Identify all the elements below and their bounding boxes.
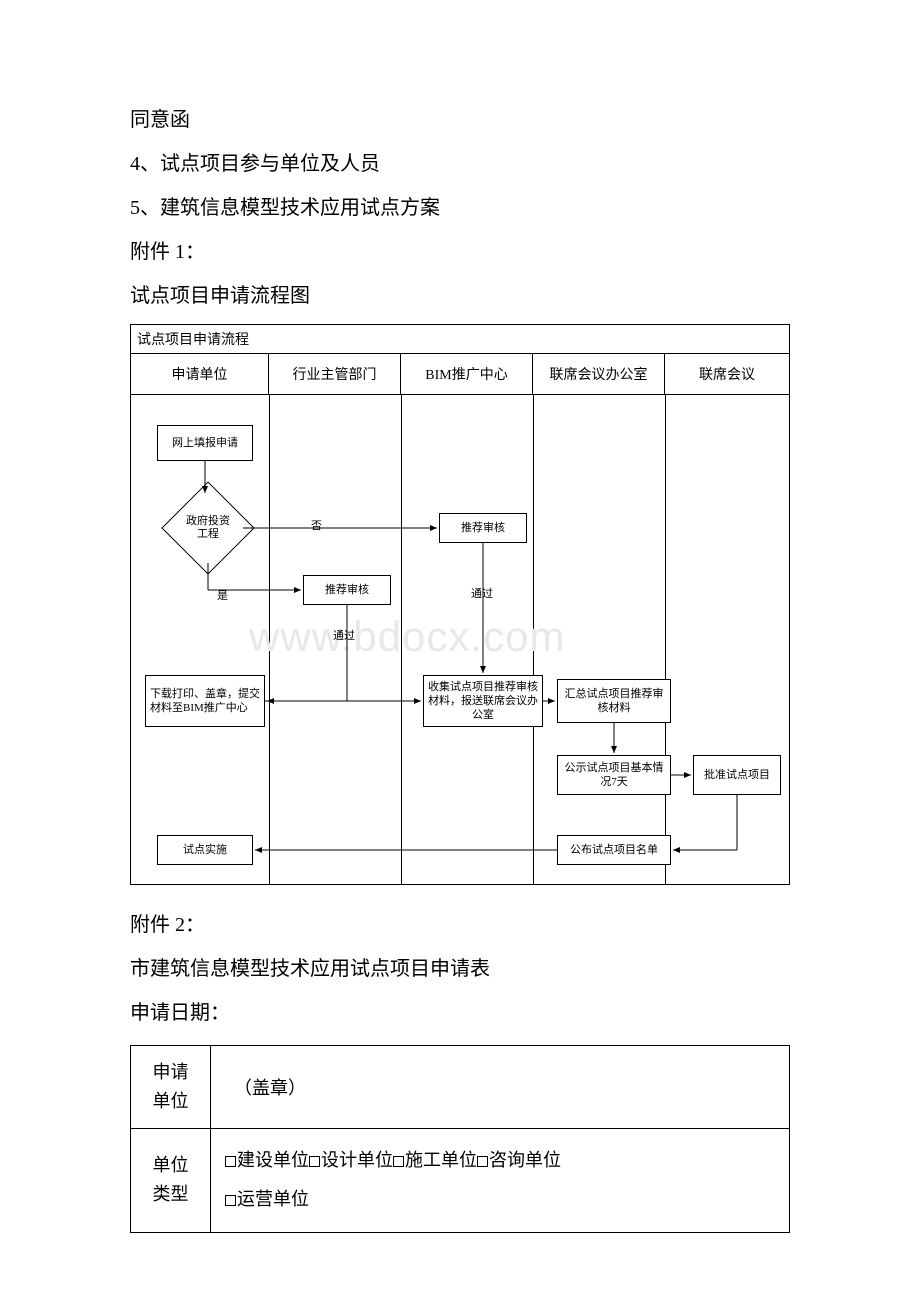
node-recommend-review-bim: 推荐审核 <box>439 513 527 543</box>
checkbox-icon[interactable] <box>309 1156 320 1167</box>
option-label: 施工单位 <box>405 1150 477 1170</box>
line-item5: 5、建筑信息模型技术应用试点方案 <box>130 188 790 228</box>
edge-label-no: 否 <box>311 517 322 533</box>
line-apptable-title: 市建筑信息模型技术应用试点项目申请表 <box>130 949 790 989</box>
node-summarize-materials: 汇总试点项目推荐审核材料 <box>557 679 671 723</box>
flowchart-caption: 试点项目申请流程 <box>131 325 789 354</box>
node-collect-materials: 收集试点项目推荐审核材料，报送联席会议办公室 <box>423 675 543 727</box>
line-attach2: 附件 2： <box>130 905 790 945</box>
application-table: 申请单位 （盖章） 单位类型 建设单位设计单位施工单位咨询单位 运营单位 <box>130 1045 790 1233</box>
cell-unit-type-options: 建设单位设计单位施工单位咨询单位 运营单位 <box>211 1128 790 1232</box>
node-publicize-7days: 公示试点项目基本情况7天 <box>557 755 671 795</box>
table-row: 单位类型 建设单位设计单位施工单位咨询单位 运营单位 <box>131 1128 790 1232</box>
edge-label-pass-authority: 通过 <box>333 627 355 643</box>
cell-unit-type-label: 单位类型 <box>131 1128 211 1232</box>
lane-divider <box>665 395 666 884</box>
node-publish-list: 公布试点项目名单 <box>557 835 671 865</box>
node-approve-project: 批准试点项目 <box>693 755 781 795</box>
checkbox-icon[interactable] <box>393 1156 404 1167</box>
flowchart-body: www.bdocx.com 网上填报申请 政府投资工程 推荐审核 推荐审核 下载… <box>131 394 789 884</box>
lane-header-bim-center: BIM推广中心 <box>401 354 533 394</box>
lane-header-applicant: 申请单位 <box>131 354 269 394</box>
node-download-submit: 下载打印、盖章，提交材料至BIM推广中心 <box>145 675 265 727</box>
line-item4: 4、试点项目参与单位及人员 <box>130 144 790 184</box>
node-gov-project-label: 政府投资工程 <box>186 515 230 541</box>
lane-header-meeting: 联席会议 <box>665 354 789 394</box>
lane-divider <box>269 395 270 884</box>
flowchart-lanes-header: 申请单位 行业主管部门 BIM推广中心 联席会议办公室 联席会议 <box>131 354 789 394</box>
watermark: www.bdocx.com <box>249 613 565 661</box>
lane-header-office: 联席会议办公室 <box>533 354 665 394</box>
edge-label-yes: 是 <box>217 587 228 603</box>
option-label: 运营单位 <box>237 1189 309 1209</box>
table-row: 申请单位 （盖章） <box>131 1046 790 1129</box>
node-online-apply: 网上填报申请 <box>157 425 253 461</box>
line-attach1: 附件 1： <box>130 232 790 272</box>
node-implement: 试点实施 <box>157 835 253 865</box>
line-flow-title: 试点项目申请流程图 <box>130 276 790 316</box>
cell-applicant-value: （盖章） <box>211 1046 790 1129</box>
cell-applicant-label: 申请单位 <box>131 1046 211 1129</box>
checkbox-icon[interactable] <box>477 1156 488 1167</box>
line-apply-date: 申请日期： <box>130 993 790 1033</box>
option-label: 设计单位 <box>321 1150 393 1170</box>
node-gov-project-decision: 政府投资工程 <box>175 495 241 561</box>
edge-label-pass-bim: 通过 <box>471 585 493 601</box>
lane-divider <box>533 395 534 884</box>
lane-header-authority: 行业主管部门 <box>269 354 401 394</box>
checkbox-icon[interactable] <box>225 1156 236 1167</box>
node-recommend-review-authority: 推荐审核 <box>303 575 391 605</box>
line-consent: 同意函 <box>130 100 790 140</box>
option-label: 咨询单位 <box>489 1150 561 1170</box>
checkbox-icon[interactable] <box>225 1195 236 1206</box>
flowchart: 试点项目申请流程 申请单位 行业主管部门 BIM推广中心 联席会议办公室 联席会… <box>130 324 790 885</box>
option-label: 建设单位 <box>237 1150 309 1170</box>
flow-arrows <box>131 395 789 884</box>
lane-divider <box>401 395 402 884</box>
